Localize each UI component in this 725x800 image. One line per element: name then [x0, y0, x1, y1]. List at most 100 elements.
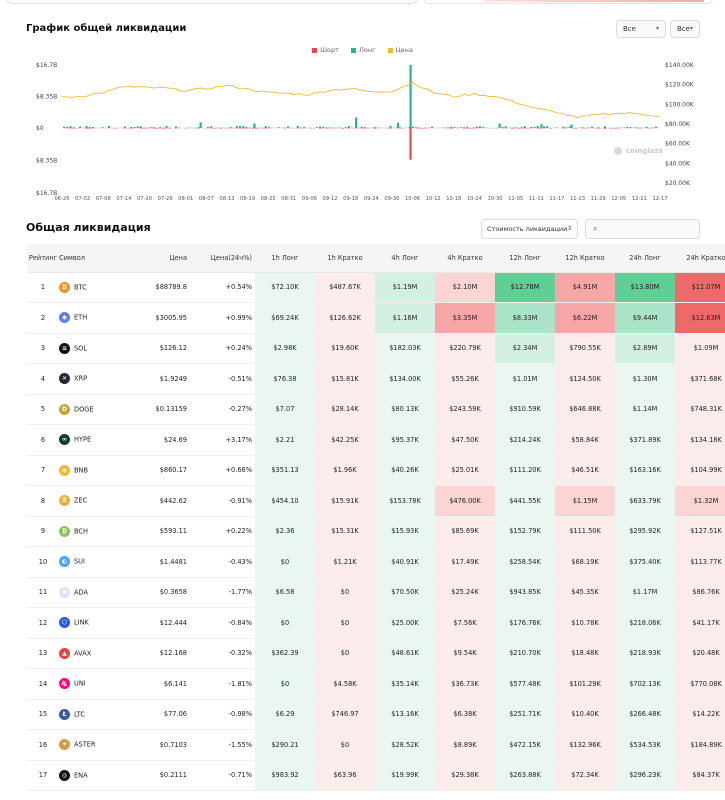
symbol-cell[interactable]: Z ZEC: [59, 485, 121, 517]
symbol-cell[interactable]: ✦ ASTER: [59, 729, 121, 761]
column-header[interactable]: 12h Кратко: [555, 244, 615, 273]
symbol-cell[interactable]: ✕ XRP: [59, 363, 121, 395]
table-row[interactable]: 14 🦄 UNI $6.141 -1.81% $0 $4.58K $35.14K $36.73K…: [27, 668, 725, 700]
legend-long-label: Лонг: [359, 46, 376, 54]
long-liquidation-cell: $251.71K: [495, 699, 555, 730]
table-row[interactable]: 13 ▲ AVAX $12.168 -0.32% $362.39 $0 $48.61K $9.5…: [27, 638, 725, 669]
long-liquidation-cell: $266.48K: [615, 699, 675, 730]
long-bar: [277, 127, 280, 128]
value-type-select[interactable]: Стоимость ликвидации ⇕: [481, 219, 578, 239]
table-row[interactable]: 1 ₿ BTC $88789.8 +0.54% $72.10K $487.67K $1.19M…: [27, 272, 725, 303]
column-header[interactable]: 1h Лонг: [255, 244, 315, 273]
long-liquidation-cell: $0: [255, 607, 315, 639]
search-icon: ⌕: [593, 224, 598, 233]
long-bar: [546, 126, 549, 128]
long-bar: [242, 125, 245, 128]
short-liquidation-cell: $1.15M: [555, 485, 615, 517]
column-header[interactable]: 24h Лонг: [615, 244, 675, 273]
price-cell: $0.7103: [121, 729, 191, 761]
short-liquidation-cell: $0: [315, 729, 375, 761]
table-row[interactable]: 12 ⬡ LINK $12.444 -0.84% $0 $0 $25.00K $7.56K $17…: [27, 607, 725, 639]
short-bar: [584, 128, 587, 129]
short-bar: [168, 128, 171, 129]
symbol-cell[interactable]: ✺ ADA: [59, 577, 121, 608]
long-bar: [411, 126, 414, 128]
table-row[interactable]: 8 Z ZEC $442.62 -0.91% $454.10 $15.91K $153.78K…: [27, 485, 725, 517]
table-row[interactable]: 16 ✦ ASTER $0.7103 -1.55% $290.21 $0 $28.52K $8.…: [27, 729, 725, 761]
asset-select-value: Все: [677, 25, 690, 33]
x-tick: 10-06: [405, 196, 420, 202]
x-tick: 09-06: [302, 196, 317, 202]
column-header[interactable]: 4h Кратко: [435, 244, 495, 273]
table-row[interactable]: 3 ≡ SOL $126.12 +0.24% $2.98K $19.60K $182.03K $…: [27, 333, 725, 364]
long-bar: [635, 127, 638, 128]
symbol-cell[interactable]: ₿ BCH: [59, 516, 121, 547]
symbol-cell[interactable]: ≡ SOL: [59, 333, 121, 364]
legend-short[interactable]: Шорт: [312, 46, 339, 54]
column-header[interactable]: Цена: [121, 244, 191, 273]
column-header[interactable]: 1h Кратко: [315, 244, 375, 273]
long-bar: [581, 127, 584, 128]
symbol-label: XRP: [74, 374, 88, 383]
liquidation-chart[interactable]: $16.7B $8.35B $0 $8.35B $16.7B $140.00K $120.0…: [0, 55, 725, 210]
column-header[interactable]: Цена(24ч%): [191, 244, 255, 273]
asset-select[interactable]: Все ▾: [670, 20, 700, 38]
symbol-cell[interactable]: 🦄 UNI: [59, 668, 121, 700]
range-select[interactable]: Все ▾: [616, 20, 666, 38]
table-row[interactable]: 2 ◆ ETH $3005.95 +0.99% $69.24K $126.62K $1.16M…: [27, 302, 725, 334]
long-bar: [85, 125, 88, 128]
table-row[interactable]: 7 ◈ BNB $860.17 +0.66% $351.13 $1.96K $40.26K $2…: [27, 455, 725, 486]
long-bar: [655, 126, 658, 128]
short-bar: [130, 128, 133, 129]
table-row[interactable]: 11 ✺ ADA $0.3658 -1.77% $6.58 $0 $70.50K $25.24K…: [27, 577, 725, 608]
rank-cell: 14: [27, 668, 59, 700]
short-liquidation-cell: $2.10M: [435, 272, 495, 303]
symbol-cell[interactable]: Ł LTC: [59, 699, 121, 730]
symbol-cell[interactable]: ◎ ENA: [59, 760, 121, 791]
legend-price[interactable]: Цена: [387, 46, 413, 54]
long-liquidation-cell: $19.99K: [375, 760, 435, 791]
long-bar: [533, 126, 536, 128]
table-row[interactable]: 6 ∞ HYPE $24.69 +3.17% $2.21 $42.25K $95.37K $47…: [27, 424, 725, 456]
symbol-cell[interactable]: ₿ BTC: [59, 272, 121, 303]
long-liquidation-cell: $35.14K: [375, 668, 435, 700]
long-bar: [207, 126, 210, 128]
long-liquidation-cell: $910.59K: [495, 394, 555, 425]
symbol-cell[interactable]: ◐ SUI: [59, 546, 121, 578]
short-liquidation-cell: $10.78K: [555, 607, 615, 639]
legend-long[interactable]: Лонг: [351, 46, 376, 54]
table-row[interactable]: 9 ₿ BCH $593.11 +0.22% $2.36 $15.31K $15.93K $85…: [27, 516, 725, 547]
short-liquidation-cell: $6.22M: [555, 302, 615, 334]
value-type-label: Стоимость ликвидации: [487, 225, 568, 233]
price-cell: $12.168: [121, 638, 191, 669]
table-row[interactable]: 4 ✕ XRP $1.9249 -0.51% $76.38 $15.81K $134.00K $…: [27, 363, 725, 395]
change-cell: -0.27%: [191, 394, 255, 425]
symbol-cell[interactable]: ▲ AVAX: [59, 638, 121, 669]
symbol-cell[interactable]: ⬡ LINK: [59, 607, 121, 639]
symbol-cell[interactable]: ◈ BNB: [59, 455, 121, 486]
long-liquidation-cell: $1.14M: [615, 394, 675, 425]
symbol-cell[interactable]: ◆ ETH: [59, 302, 121, 334]
x-tick: 11-05: [508, 196, 523, 202]
column-header[interactable]: 12h Лонг: [495, 244, 555, 273]
short-liquidation-cell: $18.48K: [555, 638, 615, 669]
symbol-cell[interactable]: D DOGE: [59, 394, 121, 425]
change-cell: -0.91%: [191, 485, 255, 517]
table-row[interactable]: 15 Ł LTC $77.06 -0.98% $6.29 $746.97 $13.16K $6.…: [27, 699, 725, 730]
symbol-cell[interactable]: ∞ HYPE: [59, 424, 121, 456]
long-bar: [459, 127, 462, 128]
long-bar: [603, 126, 606, 128]
table-row[interactable]: 5 D DOGE $0.13159 -0.27% $7.07 $28.14K $80.13K $…: [27, 394, 725, 425]
price-swatch: [387, 47, 393, 53]
search-box[interactable]: ⌕: [585, 219, 700, 239]
table-row[interactable]: 17 ◎ ENA $0.2111 -0.71% $983.92 $63.96 $19.99K $…: [27, 760, 725, 791]
x-tick: 08-19: [240, 196, 255, 202]
ethereum-icon: ◆: [59, 312, 70, 324]
column-header[interactable]: 4h Лонг: [375, 244, 435, 273]
table-row[interactable]: 10 ◐ SUI $1.4481 -0.43% $0 $1.21K $40.91K $17.49…: [27, 546, 725, 578]
column-header[interactable]: 24h Кратко: [675, 244, 725, 273]
long-bar: [63, 126, 66, 128]
hyperliquid-icon: ∞: [59, 434, 70, 446]
short-bar: [603, 128, 606, 129]
search-input[interactable]: [604, 223, 694, 236]
